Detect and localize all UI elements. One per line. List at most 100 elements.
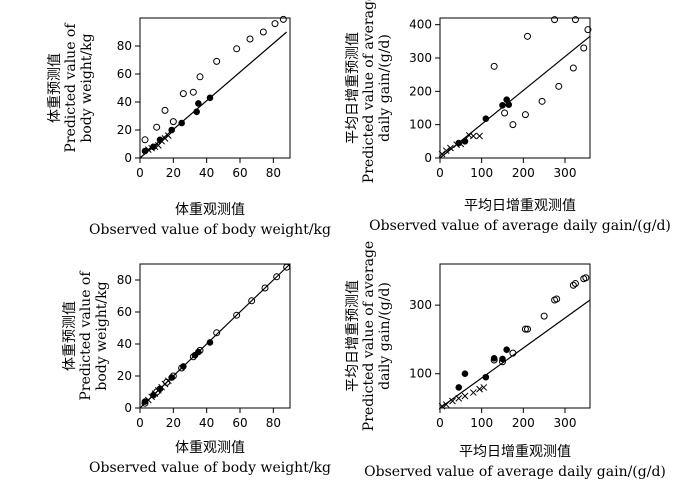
x-tick-label: 40: [199, 166, 214, 180]
point-open: [521, 111, 529, 119]
x-axis-label-cn: 体重观测值: [175, 440, 245, 456]
point-filled: [503, 346, 510, 354]
point-open: [569, 64, 577, 72]
point-open: [161, 106, 169, 114]
point-cross: [461, 392, 469, 400]
x-tick-label: 200: [512, 416, 535, 430]
point-open: [233, 45, 241, 53]
y-axis-label-line: Predicted value of: [63, 22, 79, 153]
y-axis-label: 平均日增重预测值Predicted value of averagedaily …: [345, 0, 393, 183]
y-tick-label: 20: [117, 123, 132, 137]
point-cross: [148, 144, 156, 152]
y-tick-label: 300: [409, 298, 432, 312]
x-tick-label: 0: [136, 166, 144, 180]
point-filled: [180, 363, 187, 370]
point-filled: [141, 147, 149, 155]
point-cross: [144, 146, 152, 153]
point-open: [279, 15, 287, 23]
x-tick-label: 300: [554, 416, 577, 430]
point-filled: [168, 126, 175, 134]
y-axis-label-line: daily gain/(g/d): [377, 34, 393, 142]
point-open: [524, 325, 531, 333]
point-cross: [447, 144, 454, 152]
point-cross: [442, 147, 450, 155]
y-tick-label: 0: [124, 151, 132, 165]
point-open: [179, 90, 187, 98]
y-axis-label: 体重预测值Predicted value ofbody weight/kg: [47, 22, 95, 153]
point-open: [521, 325, 529, 333]
x-tick-label: 40: [199, 416, 214, 430]
point-open: [271, 20, 279, 28]
x-tick-label: 80: [266, 166, 281, 180]
point-filled: [141, 398, 149, 405]
point-open: [261, 284, 269, 292]
point-filled: [499, 355, 506, 363]
x-axis-label-en: Observed value of average daily gain/(g/…: [369, 218, 671, 234]
y-axis-label-line: 平均日增重预测值: [345, 32, 361, 144]
y-axis-label-line: Predicted value of: [78, 270, 94, 401]
point-open: [259, 28, 267, 36]
plot-frame: [139, 17, 291, 159]
point-filled: [490, 354, 498, 362]
point-open: [553, 295, 561, 303]
y-tick-label: 300: [409, 51, 432, 65]
y-tick-label: 60: [117, 305, 132, 319]
y-axis-label-line: body weight/kg: [79, 33, 95, 142]
y-axis-label-line: 体重预测值: [47, 53, 63, 123]
point-open: [273, 273, 281, 281]
y-axis-label-line: daily gain/(g/d): [377, 282, 393, 390]
y-axis-label-line: 体重预测值: [62, 301, 78, 371]
y-axis-label: 平均日增重预测值Predicted value of averagedaily …: [345, 241, 393, 431]
x-tick-label: 60: [232, 416, 247, 430]
x-tick-label: 0: [436, 416, 444, 430]
x-axis-label-cn: 体重观测值: [175, 202, 245, 218]
x-axis-label-en: Observed value of average daily gain/(g/…: [364, 464, 666, 480]
x-tick-label: 20: [166, 166, 181, 180]
point-cross: [476, 132, 483, 140]
point-cross: [457, 140, 465, 148]
point-filled: [195, 348, 202, 356]
y-tick-label: 100: [409, 118, 432, 132]
point-open: [540, 312, 548, 320]
y-tick-label: 0: [424, 151, 432, 165]
plot-frame: [439, 17, 591, 159]
y-axis-label-line: body weight/kg: [94, 281, 110, 390]
y-tick-label: 60: [117, 67, 132, 81]
plot-frame: [439, 263, 591, 409]
point-filled: [482, 373, 490, 381]
point-open: [246, 35, 254, 43]
point-open: [153, 123, 161, 131]
y-tick-label: 400: [409, 18, 432, 32]
x-axis-label-en: Observed value of body weight/kg: [89, 460, 331, 476]
point-open: [490, 62, 498, 70]
y-axis-label: 体重预测值Predicted value ofbody weight/kg: [62, 270, 110, 401]
point-open: [509, 121, 517, 129]
point-filled: [482, 115, 490, 122]
x-tick-label: 80: [266, 416, 281, 430]
y-tick-label: 80: [117, 39, 132, 53]
point-filled: [505, 101, 513, 108]
point-filled: [455, 384, 463, 391]
point-open: [569, 281, 577, 289]
point-open: [580, 44, 588, 52]
point-open: [571, 280, 579, 288]
y-tick-label: 0: [124, 401, 132, 415]
point-open: [213, 57, 221, 65]
point-open: [248, 297, 256, 305]
x-tick-label: 100: [470, 416, 493, 430]
point-filled: [193, 108, 200, 116]
y-axis-label-line: Predicted value of average: [361, 241, 377, 431]
point-open: [283, 263, 291, 271]
point-open: [551, 16, 559, 24]
x-tick-label: 60: [232, 166, 247, 180]
point-open: [538, 97, 546, 105]
x-axis-label-en: Observed value of body weight/kg: [89, 222, 331, 238]
point-filled: [461, 370, 469, 378]
point-open: [584, 26, 592, 34]
x-tick-label: 0: [136, 416, 144, 430]
point-open: [509, 349, 517, 357]
x-tick-label: 300: [554, 166, 577, 180]
point-open: [501, 109, 509, 117]
point-cross: [164, 132, 172, 139]
